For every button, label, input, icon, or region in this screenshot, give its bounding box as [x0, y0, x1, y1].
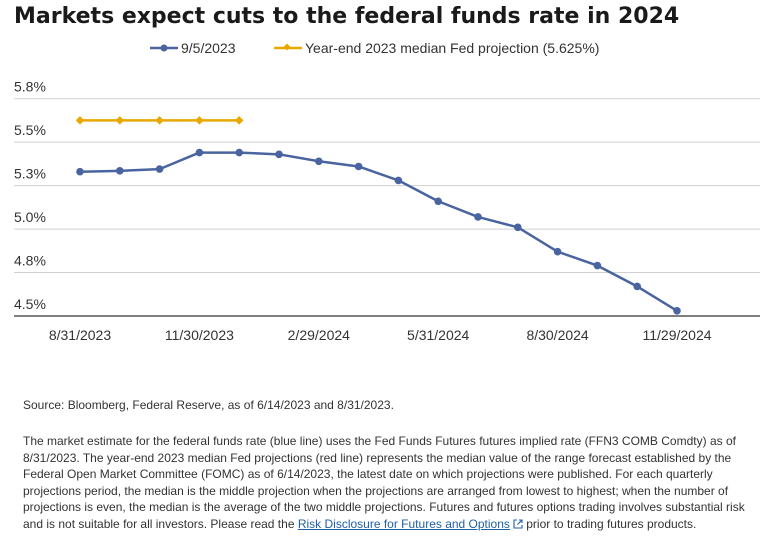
x-tick-label: 5/31/2024 — [407, 327, 469, 343]
legend-item-blue: 9/5/2023 — [150, 40, 236, 56]
legend-item-gold: Year-end 2023 median Fed projection (5.6… — [274, 40, 599, 56]
chart-title: Markets expect cuts to the federal funds… — [14, 4, 680, 29]
x-tick-label: 8/30/2024 — [526, 327, 588, 343]
data-point-blue — [553, 247, 562, 256]
y-tick-label: 5.5% — [14, 122, 46, 138]
data-point-blue — [315, 157, 323, 166]
data-point-blue — [354, 162, 363, 171]
data-point-blue — [275, 150, 283, 159]
x-axis: 8/31/2023 11/30/2023 2/29/2024 5/31/2024 8/3… — [49, 327, 712, 343]
data-point-gold — [234, 116, 244, 125]
data-point-blue — [155, 165, 164, 173]
y-tick-label: 5.0% — [14, 209, 46, 225]
data-point-blue — [514, 223, 522, 232]
data-point-blue — [673, 306, 681, 315]
y-tick-label: 5.3% — [14, 166, 46, 182]
y-tick-label: 5.8% — [14, 79, 46, 95]
data-point-blue — [76, 167, 84, 176]
disclaimer-text: The market estimate for the federal fund… — [23, 434, 745, 531]
gridlines — [14, 98, 760, 317]
y-axis: 5.8% 5.5% 5.3% 5.0% 4.8% 4.5% — [14, 79, 46, 312]
series-group — [75, 116, 681, 315]
y-tick-label: 4.8% — [14, 253, 46, 269]
data-point-blue — [116, 167, 124, 175]
x-tick-label: 11/29/2024 — [642, 327, 711, 343]
data-point-blue — [195, 148, 204, 157]
disclaimer: The market estimate for the federal fund… — [23, 433, 768, 533]
external-link-icon[interactable] — [513, 517, 523, 534]
data-point-blue — [235, 148, 243, 157]
data-point-gold — [115, 116, 125, 125]
legend-label-gold: Year-end 2023 median Fed projection (5.6… — [305, 40, 599, 56]
y-tick-label: 4.5% — [14, 296, 46, 312]
data-point-gold — [155, 116, 164, 125]
data-point-blue — [394, 176, 403, 185]
x-tick-label: 11/30/2023 — [165, 327, 234, 343]
x-tick-label: 2/29/2024 — [288, 327, 350, 343]
series-line-blue — [79, 151, 678, 312]
disclaimer-suffix: prior to trading futures products. — [522, 516, 697, 531]
risk-disclosure-link[interactable]: Risk Disclosure for Futures and Options — [297, 516, 510, 531]
data-point-gold — [195, 116, 204, 125]
legend: 9/5/2023 Year-end 2023 median Fed projec… — [150, 40, 599, 56]
x-tick-label: 8/31/2023 — [49, 327, 111, 343]
data-point-blue — [633, 282, 641, 291]
data-point-gold — [75, 116, 85, 125]
data-point-blue — [474, 213, 482, 221]
legend-label-blue: 9/5/2023 — [181, 40, 236, 56]
data-point-blue — [593, 261, 602, 270]
source-note: Source: Bloomberg, Federal Reserve, as o… — [23, 398, 394, 412]
line-chart: 9/5/2023 Year-end 2023 median Fed projec… — [14, 40, 760, 343]
data-point-blue — [434, 197, 443, 206]
